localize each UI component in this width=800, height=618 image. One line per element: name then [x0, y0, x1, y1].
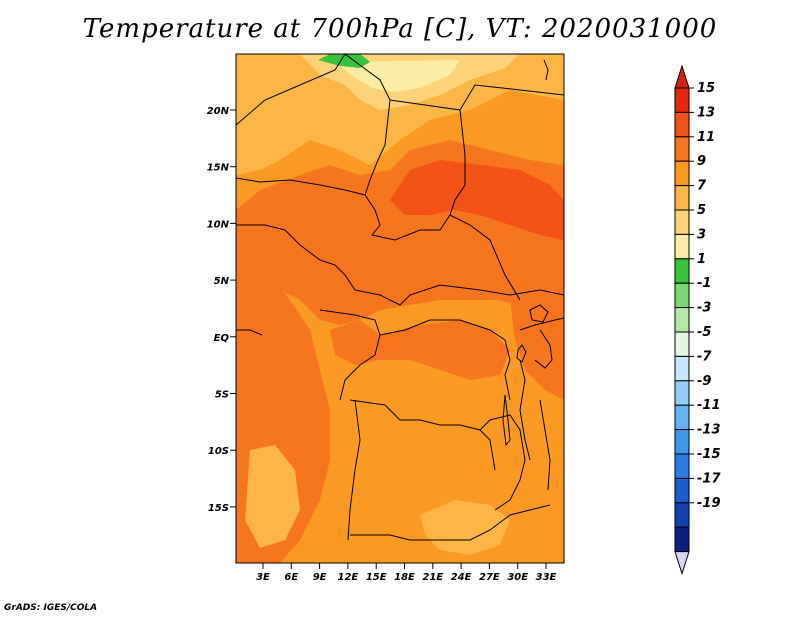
colorbar-label: -7 — [697, 349, 712, 364]
colorbar-label: -17 — [697, 471, 721, 486]
colorbar-label: -3 — [697, 301, 711, 316]
lon-tick-label: 18E — [394, 572, 415, 583]
colorbar-label: -15 — [697, 447, 721, 462]
colorbar-swatch — [674, 87, 690, 113]
colorbar-swatch — [674, 429, 690, 455]
lat-tick-label: 20N — [207, 106, 230, 117]
colorbar-top-arrow — [674, 64, 690, 89]
lon-tick-label: 30E — [507, 572, 528, 583]
temperature-band-hot-spot-chad — [390, 160, 564, 240]
temperature-band-cold-patch-north — [318, 54, 370, 68]
temperature-band-warm-south-coast — [245, 445, 300, 548]
colorbar-swatch — [674, 136, 690, 162]
colorbar-swatch — [674, 185, 690, 211]
colorbar-swatch — [674, 331, 690, 357]
colorbar-label: 11 — [697, 130, 715, 145]
colorbar-swatch — [674, 111, 690, 138]
colorbar-swatch — [674, 307, 690, 333]
map-frame — [235, 53, 565, 564]
colorbar-label: 7 — [697, 179, 707, 194]
colorbar-swatch — [674, 404, 690, 431]
colorbar: 15 13 11 9 7 5 3 1 -1 -3 -5 -7 -9 -11 -13 -15 -17 -19 — [674, 64, 721, 576]
colorbar-swatch — [674, 282, 690, 309]
grads-credit: GrADS: IGES/COLA — [4, 603, 98, 613]
temperature-band-warm-east-rift — [510, 290, 564, 400]
lat-tick-label: 10S — [208, 446, 229, 457]
lon-tick-label: 12E — [338, 572, 359, 583]
colorbar-label: 13 — [697, 105, 715, 120]
lat-tick-label: 5N — [214, 276, 230, 287]
country-borders — [236, 54, 564, 541]
colorbar-label: 9 — [697, 154, 706, 169]
lon-tick-label: 24E — [451, 572, 472, 583]
temperature-band-warm-congo — [330, 320, 510, 380]
colorbar-label: -5 — [697, 325, 711, 340]
colorbar-swatch — [674, 477, 690, 504]
colorbar-swatch — [674, 355, 690, 382]
map-title: Temperature at 700hPa [C], VT: 202003100… — [82, 14, 718, 44]
colorbar-swatch — [674, 526, 690, 553]
lat-tick-label: 5S — [215, 390, 229, 401]
lon-tick-label: 33E — [536, 572, 557, 583]
lon-tick-label: 27E — [479, 572, 500, 583]
colorbar-swatch — [674, 160, 690, 187]
lon-tick-label: 3E — [256, 572, 270, 583]
colorbar-label: 5 — [697, 203, 706, 218]
lon-tick-label: 15E — [366, 572, 387, 583]
colorbar-label: -13 — [697, 423, 721, 438]
latitude-axis: 20N 15N 10N 5N EQ 5S 10S 15S — [207, 106, 236, 514]
lat-tick-label: 15S — [208, 503, 229, 514]
colorbar-label: 1 — [697, 252, 706, 267]
map-plot-area — [236, 54, 564, 563]
lon-tick-label: 6E — [284, 572, 298, 583]
lat-tick-label: 10N — [207, 219, 230, 230]
colorbar-label: -11 — [697, 398, 721, 413]
temperature-band-coolest-north — [335, 60, 460, 92]
colorbar-swatch — [674, 209, 690, 235]
lat-tick-label: 15N — [207, 163, 230, 174]
colorbar-swatch — [674, 453, 690, 479]
colorbar-label: 3 — [697, 227, 706, 242]
longitude-axis: 3E 6E 9E 12E 15E 18E 21E 24E 27E 30E 33E — [256, 563, 557, 583]
colorbar-label: 15 — [697, 81, 715, 96]
lon-tick-label: 9E — [313, 572, 327, 583]
temperature-band-cool-southern — [420, 500, 510, 555]
temperature-band-cool-north — [236, 54, 564, 175]
lon-tick-label: 21E — [422, 572, 443, 583]
colorbar-swatch — [674, 258, 690, 284]
colorbar-swatch — [674, 502, 690, 528]
colorbar-swatch — [674, 233, 690, 260]
lakes — [502, 59, 549, 447]
colorbar-label: -9 — [697, 374, 711, 389]
colorbar-label: -19 — [697, 496, 721, 511]
colorbar-swatch — [674, 380, 690, 406]
colorbar-bottom-arrow — [674, 551, 690, 576]
colorbar-label: -1 — [697, 276, 711, 291]
lat-tick-label: EQ — [214, 333, 230, 344]
